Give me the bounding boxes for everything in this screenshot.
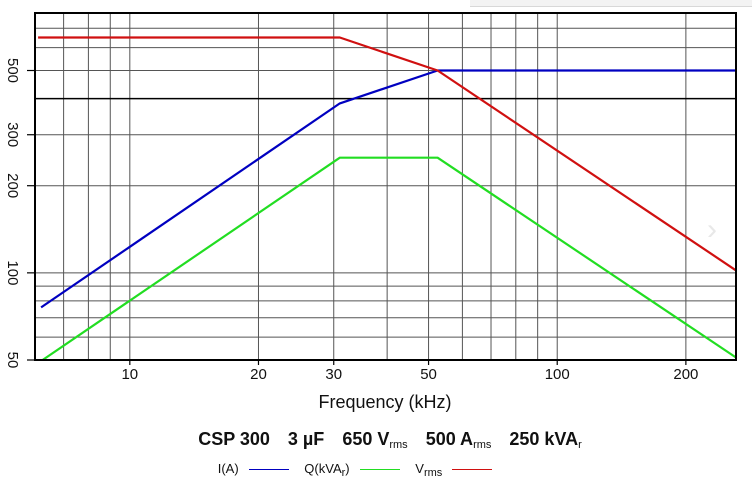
y-tick-label: 200 <box>4 173 21 198</box>
grid <box>35 13 736 360</box>
x-tick-label: 20 <box>250 366 267 383</box>
y-tick-label: 500 <box>4 58 21 83</box>
legend-item-reactive-power: Q(kVAr) <box>304 460 400 479</box>
y-tick-label: 50 <box>4 352 21 369</box>
next-arrow-icon[interactable]: › <box>707 213 717 246</box>
x-tick-label: 30 <box>325 366 342 383</box>
x-tick-label: 10 <box>121 366 138 383</box>
title-part: 250 kVAr <box>509 429 582 451</box>
series-line-reactive-power <box>41 156 737 361</box>
title-part: 3 µF <box>287 429 325 449</box>
x-axis-label: Frequency (kHz) <box>318 392 452 412</box>
legend-swatch-current <box>248 469 289 471</box>
x-tick-label: 50 <box>420 366 437 383</box>
title-part: 500 Arms <box>425 429 492 451</box>
chart: 10 20 30 50 100 200 50 100 200 300 500 <box>4 12 737 383</box>
top-strip <box>470 0 752 7</box>
series-line-current <box>40 69 736 309</box>
chart-title: CSP 300 3 µF 650 Vrms 500 Arms 250 kVAr <box>0 428 752 452</box>
series-group <box>38 36 737 361</box>
legend-swatch-reactive-power <box>359 469 400 471</box>
x-tick-label: 200 <box>673 366 698 383</box>
x-tick-label: 100 <box>545 366 570 383</box>
title-part: CSP 300 <box>198 429 270 449</box>
title-part: 650 Vrms <box>342 429 408 451</box>
plot-border <box>34 12 737 361</box>
legend-swatch-voltage <box>452 469 493 471</box>
ticks: 10 20 30 50 100 200 50 100 200 300 500 <box>4 58 698 383</box>
y-tick-label: 300 <box>4 122 21 147</box>
y-tick-label: 100 <box>4 260 21 285</box>
legend: I(A) Q(kVAr) Vrms <box>0 460 710 480</box>
plot-frame <box>34 12 737 361</box>
legend-item-voltage: Vrms <box>415 460 493 479</box>
legend-item-current: I(A) <box>218 460 289 478</box>
series-line-voltage <box>38 36 737 272</box>
